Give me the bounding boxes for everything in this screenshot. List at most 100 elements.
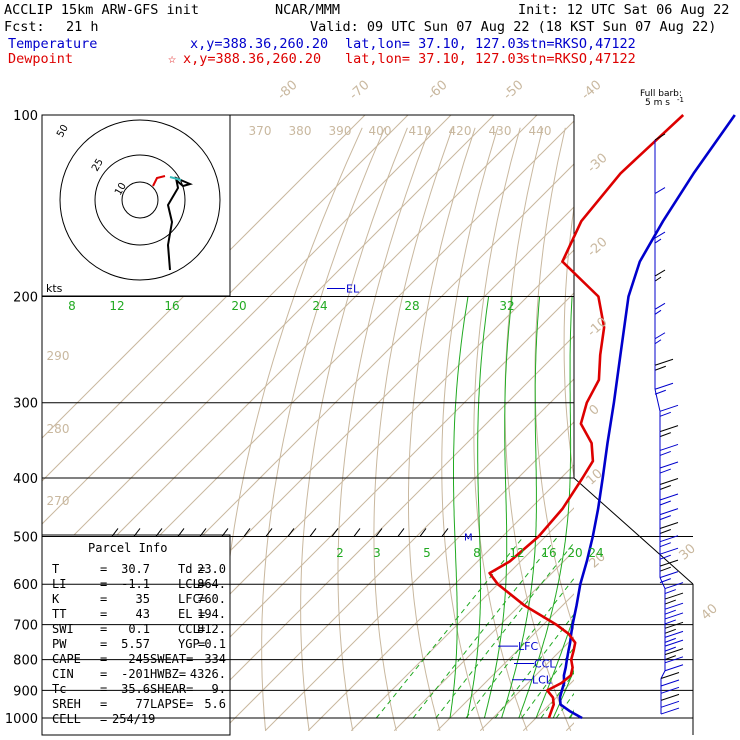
parcel-info-cell: 0.1 xyxy=(128,622,150,636)
temperature-profile-line xyxy=(558,114,736,720)
parcel-info-cell: CIN xyxy=(52,667,74,681)
isotherm-line xyxy=(42,115,409,482)
wind-barb xyxy=(659,425,679,433)
pressure-label: 900 xyxy=(13,684,38,699)
parcel-info-cell: CCL xyxy=(178,622,200,636)
parcel-info-cell: = xyxy=(100,682,107,696)
wind-barb xyxy=(659,461,679,469)
forecast-hour: 21 h xyxy=(66,19,99,35)
wind-barb-half xyxy=(659,515,671,521)
isotherm-label: 40 xyxy=(698,601,720,623)
wind-barb-half xyxy=(659,450,671,456)
mixing-ratio-line xyxy=(521,646,574,719)
parcel-info-cell: = xyxy=(198,637,205,651)
wind-barb-half xyxy=(659,529,671,534)
parcel-info-cell: = xyxy=(198,577,205,591)
wind-barb-half xyxy=(654,238,662,244)
wind-barb-half xyxy=(654,276,662,282)
hodograph-box xyxy=(41,114,231,297)
wind-barb-half xyxy=(654,339,662,345)
tick-mark xyxy=(221,528,229,537)
parcel-info-cell: TT xyxy=(52,607,66,621)
wind-barb-half xyxy=(664,599,676,605)
wind-barb-half xyxy=(659,566,671,572)
parcel-info-cell: 864. xyxy=(197,577,226,591)
wind-barb-staff xyxy=(660,670,666,679)
wind-barb xyxy=(654,269,666,277)
mark-label: M xyxy=(464,532,473,543)
wind-barb-half xyxy=(659,468,671,474)
wind-barb-half xyxy=(664,646,676,652)
isotherm-line xyxy=(42,115,538,611)
wind-barb xyxy=(659,404,679,412)
moist-adiabat-label: 24 xyxy=(312,299,327,313)
mixing-ratio-label: 16 xyxy=(541,546,556,560)
mixing-ratio-label: 8 xyxy=(473,546,481,560)
isotherm-line xyxy=(42,115,366,439)
isotherm-label: -40 xyxy=(579,78,605,103)
wind-barb-half xyxy=(664,655,676,661)
dewpoint-legend-xy: x,y=388.36,260.20 xyxy=(183,51,322,67)
wind-barb xyxy=(659,493,679,501)
wind-barb xyxy=(660,679,680,687)
wind-barb xyxy=(654,358,674,366)
parcel-info-cell: 5.6 xyxy=(204,697,226,711)
isotherm-line xyxy=(307,464,574,732)
parcel-info-cell: 254/19 xyxy=(112,712,155,726)
dry-adiabat-line xyxy=(337,127,431,731)
parcel-info-cell: = xyxy=(100,697,107,711)
parcel-info-cell: Td xyxy=(178,562,192,576)
dewpoint-legend-latlon: lat,lon= 37.10, 127.03 xyxy=(345,51,524,67)
dry-adiabat-line xyxy=(373,127,453,731)
dewpoint-profile-line xyxy=(488,114,685,719)
wind-barb-half xyxy=(659,411,671,417)
parcel-info-cell: = xyxy=(100,637,107,651)
init-time: Init: 12 UTC Sat 06 Aug 22 xyxy=(518,2,730,18)
parcel-info-cell: LCL xyxy=(178,577,200,591)
dry-adiabat-line xyxy=(408,127,476,731)
isotherm-line xyxy=(42,115,495,568)
wind-barb-half xyxy=(654,389,666,395)
parcel-info-cell: T xyxy=(52,562,59,576)
wind-barb-half xyxy=(664,637,676,643)
mixing-ratio-label: 24 xyxy=(588,546,603,560)
temperature-legend-station: stn=RKSO,47122 xyxy=(522,36,636,52)
dry-adiabat-line xyxy=(620,128,740,731)
parcel-info-cell: 23.0 xyxy=(197,562,226,576)
mixing-ratio-label: 20 xyxy=(567,546,582,560)
hodograph-mean-wind xyxy=(169,176,182,181)
temperature-legend-latlon: lat,lon= 37.10, 127.03 xyxy=(345,36,524,52)
parcel-info-cell: 245 xyxy=(128,652,150,666)
parcel-info-cell: 194. xyxy=(197,607,226,621)
wind-barb xyxy=(659,478,679,485)
isotherm-line xyxy=(264,421,574,732)
mixing-ratio-line xyxy=(465,577,574,719)
parcel-info-cell: = xyxy=(100,592,107,606)
tick-mark xyxy=(199,528,207,537)
pressure-label: 100 xyxy=(13,109,38,124)
parcel-info-cell: SWEAT= xyxy=(150,652,193,666)
mixing-ratio-label: 5 xyxy=(423,546,431,560)
wind-barb xyxy=(660,693,680,701)
mixing-ratio-line xyxy=(412,536,559,719)
mixing-ratio-label: 3 xyxy=(373,546,381,560)
wind-barb xyxy=(659,547,679,555)
isotherm-label: -70 xyxy=(347,78,373,103)
tick-mark xyxy=(309,528,317,537)
wind-barb xyxy=(664,621,684,629)
wind-barb xyxy=(664,648,684,656)
wind-barb xyxy=(664,664,684,672)
pressure-label: 200 xyxy=(13,291,38,306)
pressure-label: 1000 xyxy=(5,712,38,727)
parcel-info-cell: 812. xyxy=(197,622,226,636)
wind-barb xyxy=(660,686,680,694)
parcel-info-cell: = xyxy=(100,562,107,576)
hodograph-trace xyxy=(166,176,193,271)
tick-mark xyxy=(287,528,295,537)
parcel-info-cell: 760. xyxy=(197,592,226,606)
org-label: NCAR/MMM xyxy=(275,2,341,18)
right-axis-diagonal xyxy=(573,477,694,585)
theta-label: 400 xyxy=(369,124,392,138)
wind-barb xyxy=(664,592,684,600)
parcel-info-cell: 43 xyxy=(136,607,150,621)
